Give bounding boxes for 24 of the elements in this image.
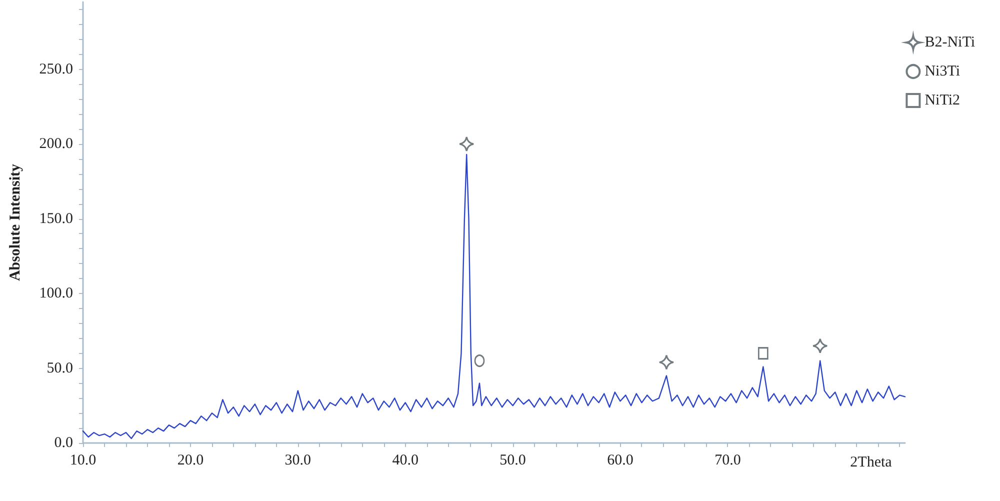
y-tick-label: 50.0: [46, 360, 73, 376]
x-tick-label: 20.0: [177, 452, 204, 468]
x-axis-title: 2Theta: [850, 454, 892, 470]
legend-label: Ni3Ti: [924, 64, 960, 80]
y-tick-label: 150.0: [39, 210, 73, 227]
y-tick-label: 200.0: [39, 136, 73, 152]
point: [658, 354, 674, 370]
y-tick-label: 100.0: [39, 286, 73, 302]
point: [474, 354, 485, 368]
x-tick-label: 70.0: [714, 452, 741, 468]
point: [812, 338, 828, 354]
x-tick-label: 40.0: [392, 452, 418, 468]
legend-label: NiTi2: [924, 92, 960, 108]
x-tick-label: 10.0: [70, 452, 96, 468]
y-tick-label: 250.0: [39, 61, 73, 78]
x-tick-label: 60.0: [607, 452, 634, 468]
line-series: [82, 154, 906, 440]
point: [758, 347, 768, 360]
y-tick-label: 0.0: [54, 435, 73, 451]
x-tick-label: 30.0: [284, 452, 312, 468]
y-axis-title: Absolute Intensity: [8, 163, 24, 282]
legend-label: B2-NiTi: [924, 34, 976, 50]
x-tick-label: 50.0: [500, 452, 526, 468]
point: [458, 136, 474, 152]
